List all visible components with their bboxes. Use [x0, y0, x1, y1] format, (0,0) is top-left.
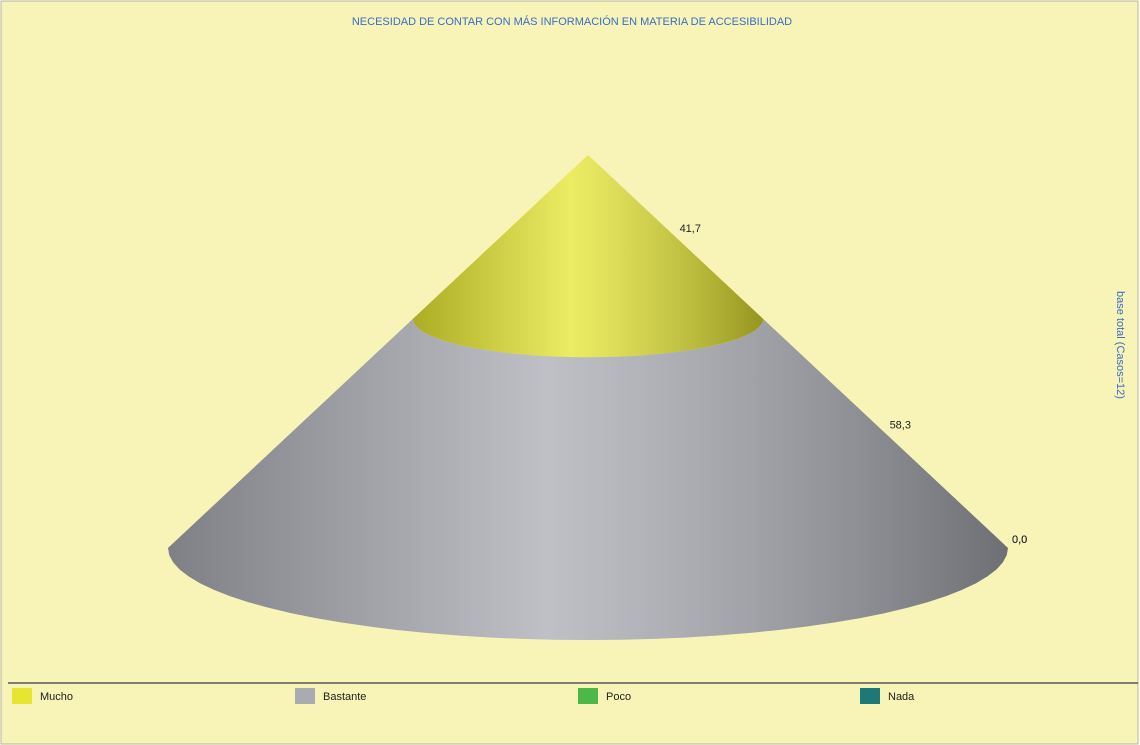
- legend-label: Bastante: [323, 691, 366, 703]
- value-label: 0,0: [1012, 534, 1027, 546]
- legend-label: Mucho: [40, 691, 73, 703]
- legend-swatch: [295, 688, 315, 704]
- chart-title: NECESIDAD DE CONTAR CON MÁS INFORMACIÓN …: [352, 15, 792, 28]
- legend-swatch: [578, 688, 598, 704]
- cone-shading: [168, 318, 1008, 640]
- legend-swatch: [12, 688, 32, 704]
- cone-shading: [412, 155, 764, 358]
- side-label: base total (Casos=12): [1114, 291, 1126, 399]
- value-label: 0,0: [1012, 534, 1027, 546]
- value-label: 41,7: [680, 223, 701, 235]
- value-label: 58,3: [890, 419, 911, 431]
- legend-swatch: [860, 688, 880, 704]
- legend-label: Poco: [606, 691, 631, 703]
- legend-label: Nada: [888, 691, 915, 703]
